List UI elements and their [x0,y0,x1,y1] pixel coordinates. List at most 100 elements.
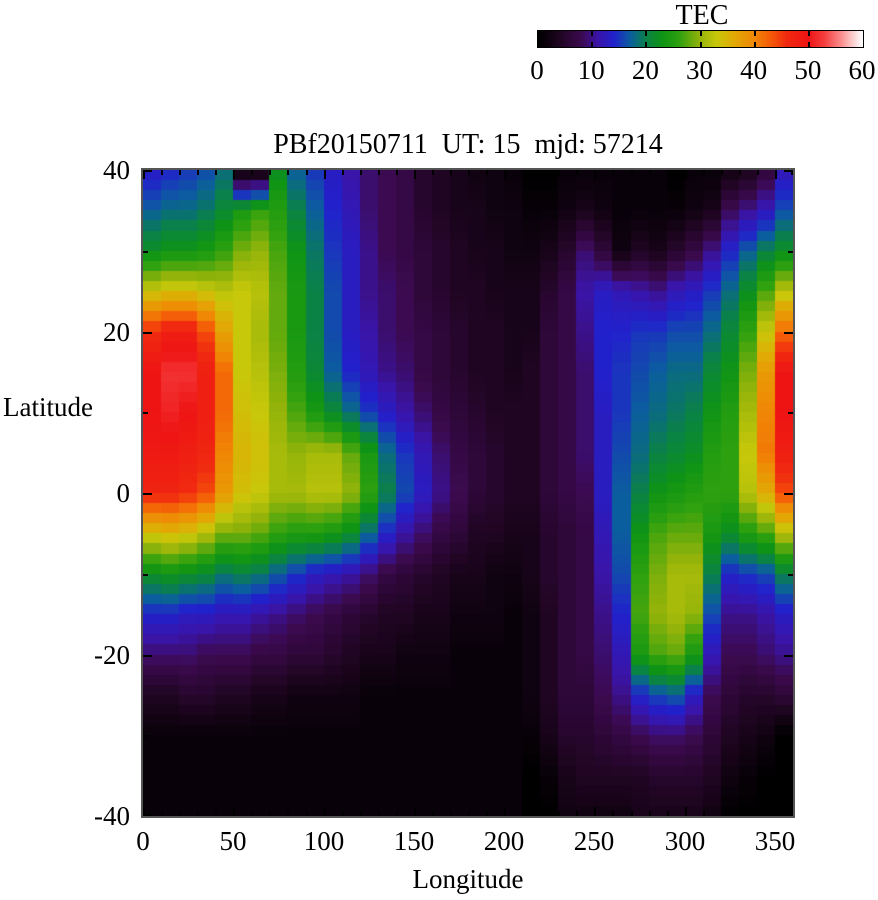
axis-tick [504,170,506,179]
axis-tick [269,170,271,175]
axis-tick [143,170,145,179]
axis-tick [757,170,759,175]
colorbar-tick [808,42,810,47]
axis-tick [721,811,723,816]
y-axis-label: Latitude [3,392,93,422]
axis-tick [594,807,596,816]
axis-tick [396,811,398,816]
axis-tick [161,811,163,816]
axis-tick [540,170,542,175]
y-tick-label: -40 [94,801,130,831]
axis-tick [161,170,163,175]
axis-tick [179,170,181,175]
colorbar-tick [591,42,593,47]
axis-tick [143,412,148,414]
axis-tick [251,170,253,175]
axis-tick [558,811,560,816]
axis-tick [739,170,741,175]
colorbar-tick [754,31,756,36]
colorbar-tick-labels: 0 10 20 30 40 50 60 [0,55,878,85]
axis-tick [414,807,416,816]
x-tick-label: 200 [483,826,525,856]
axis-tick [378,811,380,816]
axis-tick [540,811,542,816]
x-tick-label: 50 [219,826,247,856]
axis-tick [306,170,308,175]
axis-tick [685,170,687,179]
axis-tick [269,811,271,816]
axis-tick [576,170,578,175]
colorbar [537,30,864,48]
axis-tick [721,170,723,175]
axis-tick [468,170,470,175]
axis-tick [631,811,633,816]
axis-tick [143,814,152,816]
axis-tick [197,811,199,816]
axis-tick [649,811,651,816]
axis-tick [360,170,362,175]
axis-tick [143,735,148,737]
axis-tick [432,170,434,175]
axis-tick [703,170,705,175]
tec-heatmap-canvas [143,170,793,816]
axis-tick [594,170,596,179]
axis-tick [143,170,152,172]
axis-tick [143,655,152,657]
axis-tick [179,811,181,816]
axis-tick [558,170,560,175]
axis-tick [757,811,759,816]
colorbar-tick-label: 0 [530,55,544,85]
axis-tick [143,807,145,816]
axis-tick [287,170,289,175]
axis-tick [784,814,793,816]
axis-tick [791,811,793,816]
colorbar-tick [645,31,647,36]
plot-title: PBf20150711 UT: 15 mjd: 57214 [273,129,663,160]
colorbar-tick-label: 60 [848,55,876,85]
colorbar-tick [700,42,702,47]
axis-tick [788,735,793,737]
colorbar-tick [591,31,593,36]
colorbar-tick [808,31,810,36]
axis-tick [703,811,705,816]
axis-tick [788,574,793,576]
x-tick-label: 100 [303,826,345,856]
x-tick-label: 150 [393,826,435,856]
axis-tick [143,574,148,576]
y-tick-label: 20 [103,317,130,347]
axis-tick [784,493,793,495]
colorbar-tick [754,42,756,47]
axis-tick [143,251,148,253]
axis-tick [784,170,793,172]
axis-tick [360,811,362,816]
axis-tick [396,170,398,175]
colorbar-tick [700,31,702,36]
x-tick-label: 250 [573,826,615,856]
axis-tick [215,170,217,175]
axis-tick [631,170,633,175]
axis-tick [667,170,669,175]
axis-tick [784,332,793,334]
axis-tick [522,811,524,816]
axis-tick [667,811,669,816]
axis-tick [576,811,578,816]
x-axis-label: Longitude [412,864,524,894]
axis-tick [649,170,651,175]
axis-tick [450,811,452,816]
axis-tick [450,170,452,175]
axis-tick [215,811,217,816]
axis-tick [342,170,344,175]
colorbar-tick-label: 30 [686,55,713,85]
colorbar-tick-label: 40 [740,55,768,85]
axis-tick [522,170,524,175]
colorbar-gradient-canvas [538,31,863,47]
colorbar-tick [645,42,647,47]
axis-tick [784,655,793,657]
y-tick-label: -20 [94,640,130,670]
axis-tick [486,811,488,816]
y-tick-label: 40 [103,155,130,185]
axis-tick [197,170,199,175]
x-tick-label: 0 [136,826,150,856]
axis-tick [143,332,152,334]
